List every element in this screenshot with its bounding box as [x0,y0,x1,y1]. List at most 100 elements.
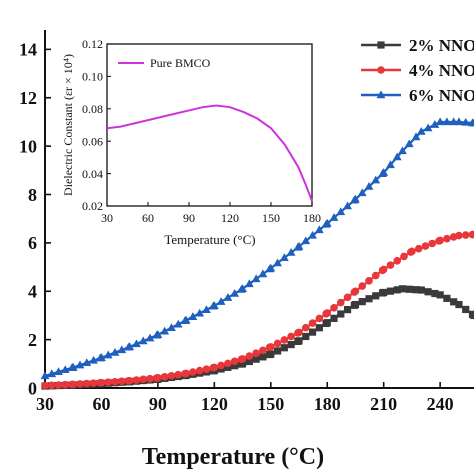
data-point [244,279,254,288]
data-point [455,231,463,240]
data-point [224,359,232,368]
data-point [210,363,219,372]
data-point [259,346,267,355]
data-point [315,314,324,323]
x-tick-label: 180 [314,394,341,414]
data-point [47,381,56,390]
data-point [308,328,317,336]
data-point [287,332,295,341]
data-point [223,293,233,301]
data-point [110,347,120,356]
data-point [41,381,49,390]
x-tick-label: 240 [427,394,454,414]
data-point [322,218,332,227]
data-point [245,357,253,366]
data-point [393,256,402,265]
data-point [436,291,444,299]
data-point [412,286,420,294]
data-point [160,326,170,335]
data-point [138,336,148,345]
data-point [60,365,70,374]
data-point [54,367,63,376]
inset-series-line [106,104,313,202]
data-point [469,118,474,127]
data-point [69,380,78,389]
data-point [173,319,183,328]
data-point [188,312,198,320]
data-point [302,332,310,341]
data-point [358,298,366,306]
data-point [209,301,219,309]
data-point [392,152,402,161]
data-point [202,305,211,314]
data-point [266,343,275,351]
legend: 2% NNO 4% NNO 6% NNO [361,36,474,105]
data-point [351,300,360,309]
data-point [379,168,389,176]
data-point [364,181,374,190]
data-point [273,339,282,348]
legend-swatch-marker [377,66,385,74]
data-point [442,117,452,126]
data-point [132,376,141,384]
series-line [44,287,474,388]
x-tick-label: 30 [36,394,54,414]
data-point [455,300,463,309]
data-point [408,247,416,256]
data-point [336,207,346,216]
inset-frame [106,43,313,207]
data-point [372,292,380,300]
x-tick-label: 60 [92,394,110,414]
data-point [287,340,295,349]
data-point [470,311,474,320]
data-point [97,353,106,361]
data-point [252,355,260,363]
data-point [259,353,267,361]
data-point [167,323,176,332]
data-point [160,372,169,381]
data-point [238,360,247,368]
data-point [386,261,395,269]
data-point [103,350,113,359]
data-point [323,309,332,317]
inset-x-axis-title: Temperature (°C) [164,232,255,247]
y-tick-label: 6 [28,233,37,253]
data-point [125,376,134,385]
data-point [330,303,338,312]
data-point [195,308,205,317]
x-tick-label: 180 [303,211,321,225]
data-point [436,236,444,245]
data-point [195,366,204,375]
data-point [329,213,339,221]
data-point [470,230,474,239]
data-point [351,194,360,203]
data-point [47,369,57,378]
data-point [431,289,439,298]
y-tick-label: 12 [19,88,37,108]
y-tick-label: 2 [28,330,37,350]
data-point [314,225,324,234]
x-tick-label: 90 [183,211,195,225]
data-point [217,361,225,370]
data-point [386,160,395,169]
data-point [371,175,381,184]
x-axis-title: Temperature (°C) [142,444,324,470]
data-point [301,323,310,332]
data-point [89,379,98,387]
data-point [430,120,440,128]
data-point [125,342,135,351]
data-point [145,333,155,342]
x-tick-label: 60 [142,211,154,225]
y-tick-label: 0.04 [82,167,103,181]
data-point [279,253,289,262]
data-point [132,339,141,348]
data-point [398,285,407,293]
inset-legend-label: Pure BMCO [150,56,211,70]
data-point [337,310,345,318]
data-point [315,324,323,332]
data-point [461,231,470,239]
legend-swatch-marker [377,41,385,49]
data-point [424,288,432,296]
data-point [89,355,98,364]
